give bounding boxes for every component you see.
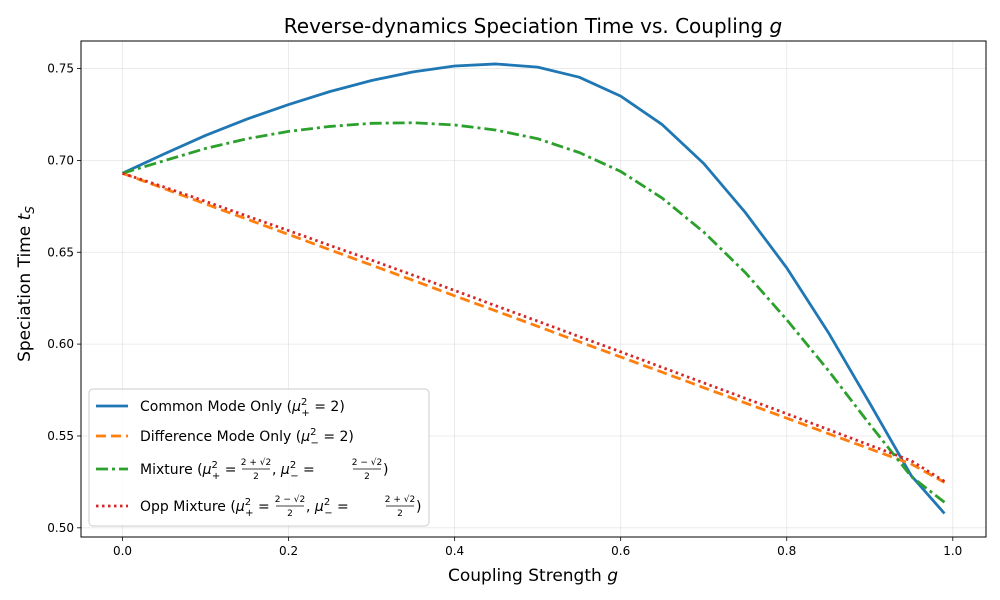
legend-label-difference: Difference Mode Only (μ2− = 2) [140, 427, 354, 449]
legend-box [88, 388, 430, 527]
legend-mixture-close: ) [383, 462, 388, 478]
legend-mixture-frac2-num: 2 − √2 [352, 457, 382, 468]
legend-label-common: Common Mode Only (μ2 + = 2) [140, 397, 345, 419]
legend-mixture-frac2-den: 2 [364, 472, 370, 482]
x-tick-label: 0.2 [279, 544, 298, 558]
legend-opp-close: ) [416, 499, 421, 515]
legend-opp-frac1-num: 2 − √2 [275, 494, 305, 505]
x-tick-label: 0.8 [777, 544, 796, 558]
legend: Common Mode Only (μ2 + = 2) Difference Mo… [88, 388, 430, 527]
series-line-difference-mode-only [122, 171, 946, 484]
y-tick-label: 0.60 [47, 337, 74, 351]
legend-opp-frac2-den: 2 [397, 509, 403, 519]
legend-entry-opp-mixture: Opp Mixture (μ2 + = 2 − √2 2 , μ2− = 2 + … [96, 494, 421, 519]
x-tick-label: 1.0 [943, 544, 962, 558]
x-tick-label: 0.0 [113, 544, 132, 558]
legend-entry-difference: Difference Mode Only (μ2− = 2) [96, 427, 354, 449]
legend-label-opp-mixture: Opp Mixture (μ2 + = [140, 497, 270, 519]
series-line-opp-mixture [122, 171, 946, 483]
chart-title: Reverse-dynamics Speciation Time vs. Cou… [284, 14, 782, 38]
legend-entry-common: Common Mode Only (μ2 + = 2) [96, 397, 345, 419]
series-layer [121, 62, 946, 515]
legend-opp-frac2-num: 2 + √2 [385, 494, 415, 505]
y-tick-label: 0.65 [47, 245, 74, 259]
legend-mixture-second-term: , μ2− = [272, 460, 315, 482]
grid-layer [81, 41, 986, 537]
legend-entry-mixture: Mixture (μ2 + = 2 + √2 2 , μ2− = 2 − √2 2… [96, 457, 388, 482]
legend-opp-frac1-den: 2 [287, 509, 293, 519]
y-tick-label: 0.75 [47, 62, 74, 76]
series-line-mixture [122, 121, 946, 504]
x-tick-label: 0.4 [445, 544, 464, 558]
x-axis-title: Coupling Strength g [448, 566, 618, 586]
legend-label-mixture: Mixture (μ2 + = [140, 460, 236, 482]
legend-mixture-frac1-den: 2 [253, 472, 259, 482]
y-tick-label: 0.55 [47, 429, 74, 443]
legend-mixture-frac1-num: 2 + √2 [241, 457, 271, 468]
x-tick-label: 0.6 [611, 544, 630, 558]
ticks-layer: 0.0 0.2 0.4 0.6 0.8 1.0 0.50 0.55 0.60 0.65 0.70 0.… [47, 62, 962, 558]
y-axis-title: Speciation Time tS [15, 206, 37, 362]
y-tick-label: 0.50 [47, 521, 74, 535]
y-tick-label: 0.70 [47, 153, 74, 167]
legend-opp-second-term: , μ2− = [306, 497, 349, 519]
plot-frame [80, 40, 987, 538]
series-line-common-mode-only [121, 62, 946, 515]
